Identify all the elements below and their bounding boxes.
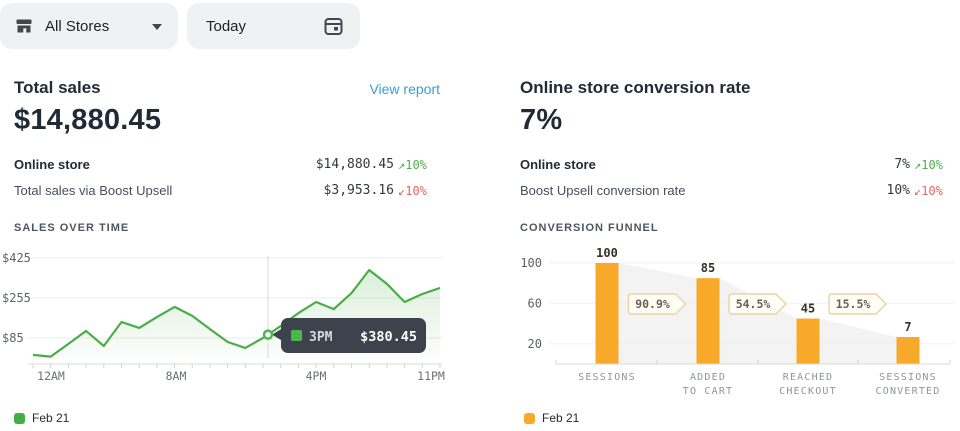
category-label: ADDED <box>690 372 726 383</box>
svg-text:$425: $425 <box>2 251 31 265</box>
funnel-bars: 100 85 45 7 <box>595 246 920 364</box>
sales-over-time-section-label: SALES OVER TIME <box>14 222 130 234</box>
bar-value-label: 100 <box>596 246 618 260</box>
x-axis: SESSIONS ADDED TO CART REACHED CHECKOUT SESSI… <box>555 360 951 397</box>
funnel-bar <box>696 278 720 364</box>
tooltip-value: $380.45 <box>360 329 417 345</box>
hover-marker <box>262 329 274 340</box>
svg-text:60: 60 <box>528 296 542 310</box>
store-icon <box>14 16 34 36</box>
funnel-chart-legend: Feb 21 <box>524 411 579 425</box>
metric-row-boost-upsell-sales: Total sales via Boost Upsell $3,953.16 ↙… <box>14 181 442 201</box>
sales-chart-legend: Feb 21 <box>14 411 69 425</box>
metric-delta-up: ↗10% <box>914 158 943 172</box>
arrow-down-icon: ↙ <box>398 184 406 198</box>
bar-value-label: 85 <box>701 261 715 275</box>
date-range-label: Today <box>206 17 247 35</box>
svg-text:11PM: 11PM <box>417 369 445 383</box>
category-label: SESSIONS <box>879 372 937 383</box>
category-label: SESSIONS <box>578 372 636 383</box>
conversion-funnel-section-label: CONVERSION FUNNEL <box>520 222 659 234</box>
svg-text:12AM: 12AM <box>37 369 65 383</box>
metric-label: Boost Upsell conversion rate <box>520 183 686 198</box>
view-report-link[interactable]: View report <box>369 81 440 97</box>
date-range-button[interactable]: Today <box>187 3 360 49</box>
metric-row-online-store-rate: Online store 7% ↗10% <box>520 155 958 175</box>
chart-tooltip: 3PM $380.45 <box>272 318 426 353</box>
arrow-up-icon: ↗ <box>398 158 406 172</box>
metric-delta-down: ↙10% <box>914 184 943 198</box>
metric-value: $3,953.16 <box>323 183 394 198</box>
svg-text:100: 100 <box>520 256 542 270</box>
svg-text:8AM: 8AM <box>166 369 187 383</box>
badge-shape <box>627 293 687 315</box>
metric-value: $14,880.45 <box>315 157 394 172</box>
x-axis: 12AM 8AM 4PM 11PM <box>28 363 445 383</box>
category-label: TO CART <box>683 386 734 397</box>
series-line <box>32 268 441 358</box>
conversion-rate-value: 7% <box>520 104 563 136</box>
tooltip-series-swatch <box>291 330 302 341</box>
svg-text:$85: $85 <box>2 331 24 345</box>
metric-row-boost-upsell-rate: Boost Upsell conversion rate 10% ↙10% <box>520 181 958 201</box>
badge-shape <box>728 293 787 315</box>
conversion-badges: 90.9% 54.5% 15.5% <box>627 293 887 315</box>
metric-label: Total sales via Boost Upsell <box>14 183 173 198</box>
store-selector-label: All Stores <box>45 17 110 35</box>
svg-text:20: 20 <box>528 337 542 351</box>
bar-value-label: 7 <box>904 320 911 334</box>
funnel-bar <box>796 318 820 364</box>
arrow-up-icon: ↗ <box>914 158 922 172</box>
funnel-bar <box>595 263 619 364</box>
category-label: CHECKOUT <box>779 386 837 397</box>
legend-swatch-orange <box>524 412 535 424</box>
metric-label: Online store <box>14 157 90 172</box>
conversion-rate-label: 54.5% <box>736 297 771 311</box>
badge-shape <box>828 293 887 315</box>
tooltip-time: 3PM <box>309 330 333 345</box>
legend-swatch-green <box>14 412 25 424</box>
category-label: REACHED <box>783 372 834 383</box>
conversion-rate-title: Online store conversion rate <box>520 78 751 97</box>
conversion-rate-label: 90.9% <box>635 297 670 311</box>
total-sales-value: $14,880.45 <box>14 104 162 136</box>
metric-label: Online store <box>520 157 596 172</box>
store-selector-button[interactable]: All Stores <box>0 3 178 49</box>
total-sales-title: Total sales <box>14 78 101 97</box>
legend-label: Feb 21 <box>32 411 70 425</box>
conversion-rate-label: 15.5% <box>836 297 871 311</box>
calendar-icon <box>323 16 344 37</box>
metric-row-online-store-sales: Online store $14,880.45 ↗10% <box>14 155 442 175</box>
metric-value: 7% <box>894 157 910 172</box>
metric-value: 10% <box>886 183 910 198</box>
legend-label: Feb 21 <box>542 411 580 425</box>
svg-text:4PM: 4PM <box>306 369 327 383</box>
conversion-funnel-chart[interactable]: 100 60 20 100 85 45 7 90.9% 54.5% 15.5% SESSIONS AD… <box>510 246 960 404</box>
metric-delta-up: ↗10% <box>398 158 427 172</box>
sales-over-time-chart[interactable]: $425 $255 $85 12AM 8AM 4PM 11PM 3PM $380.45 <box>0 246 450 388</box>
bar-value-label: 45 <box>801 302 815 316</box>
funnel-bar <box>896 337 920 364</box>
category-label: CONVERTED <box>876 386 941 397</box>
svg-text:$255: $255 <box>2 291 31 305</box>
chevron-down-icon <box>152 24 162 31</box>
arrow-down-icon: ↙ <box>914 184 922 198</box>
metric-delta-down: ↙10% <box>398 184 427 198</box>
